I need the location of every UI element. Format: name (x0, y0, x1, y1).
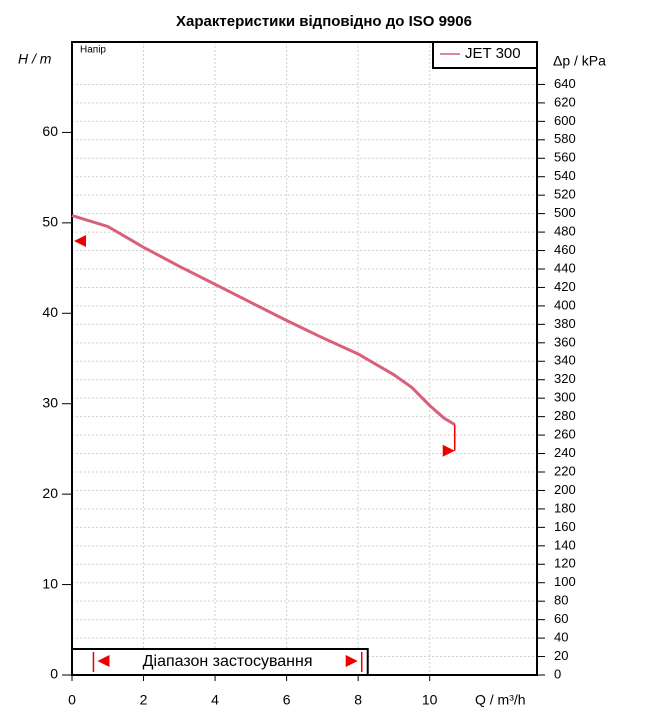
range-arrow-left (97, 655, 110, 667)
y2-tick-label: 640 (554, 76, 576, 91)
y-tick-label: 20 (42, 485, 58, 501)
y2-tick-label: 480 (554, 224, 576, 239)
y2-tick-label: 500 (554, 205, 576, 220)
range-label: Діапазон застосування (143, 653, 313, 670)
series-line (71, 214, 456, 426)
y2-tick-label: 320 (554, 371, 576, 386)
y2-tick-label: 360 (554, 334, 576, 349)
y2-tick-label: 180 (554, 500, 576, 515)
y2-tick-label: 160 (554, 519, 576, 534)
y2-tick-label: 260 (554, 427, 576, 442)
y2-tick-label: 140 (554, 537, 576, 552)
y-tick-label: 60 (42, 123, 58, 139)
corner-label: Напір (80, 45, 106, 56)
y2-tick-label: 380 (554, 316, 576, 331)
x-axis-label: Q / m³/h (475, 692, 526, 708)
y2-tick-label: 300 (554, 390, 576, 405)
x-tick-label: 6 (283, 692, 291, 708)
y-tick-label: 50 (42, 214, 58, 230)
range-box (71, 648, 369, 676)
y2-tick-label: 620 (554, 94, 576, 109)
y2-tick-label: 60 (554, 611, 568, 626)
y2-tick-label: 580 (554, 131, 576, 146)
x-tick-label: 8 (354, 692, 362, 708)
legend-label: JET 300 (465, 45, 521, 62)
y-tick-label: 30 (42, 394, 58, 410)
chart-title: Характеристики відповідно до ISO 9906 (176, 13, 472, 30)
y2-tick-label: 220 (554, 463, 576, 478)
range-arrow-right (345, 655, 358, 667)
y2-axis-label: Δp / kPa (553, 53, 606, 69)
y2-tick-label: 460 (554, 242, 576, 257)
y2-tick-label: 20 (554, 648, 568, 663)
y-tick-label: 40 (42, 304, 58, 320)
y-axis-label: H / m (18, 51, 52, 67)
y2-tick-label: 120 (554, 556, 576, 571)
y-tick-label: 10 (42, 575, 58, 591)
x-tick-label: 2 (140, 692, 148, 708)
y2-tick-label: 520 (554, 187, 576, 202)
x-tick-label: 4 (211, 692, 219, 708)
y-tick-label: 0 (50, 666, 58, 682)
x-tick-label: 10 (422, 692, 438, 708)
limit-marker (442, 444, 455, 457)
y2-tick-label: 340 (554, 353, 576, 368)
y2-tick-label: 440 (554, 260, 576, 275)
y2-tick-label: 200 (554, 482, 576, 497)
plot-frame (71, 41, 538, 676)
y2-tick-label: 40 (554, 630, 568, 645)
y2-tick-label: 400 (554, 297, 576, 312)
y2-tick-label: 80 (554, 593, 568, 608)
y2-tick-label: 420 (554, 279, 576, 294)
y2-tick-label: 600 (554, 113, 576, 128)
legend-box (432, 41, 538, 69)
y2-tick-label: 0 (554, 666, 561, 681)
y2-tick-label: 240 (554, 445, 576, 460)
x-tick-label: 0 (68, 692, 76, 708)
y2-tick-label: 540 (554, 168, 576, 183)
y2-tick-label: 560 (554, 150, 576, 165)
y2-tick-label: 280 (554, 408, 576, 423)
y2-tick-label: 100 (554, 574, 576, 589)
limit-marker (74, 234, 86, 247)
